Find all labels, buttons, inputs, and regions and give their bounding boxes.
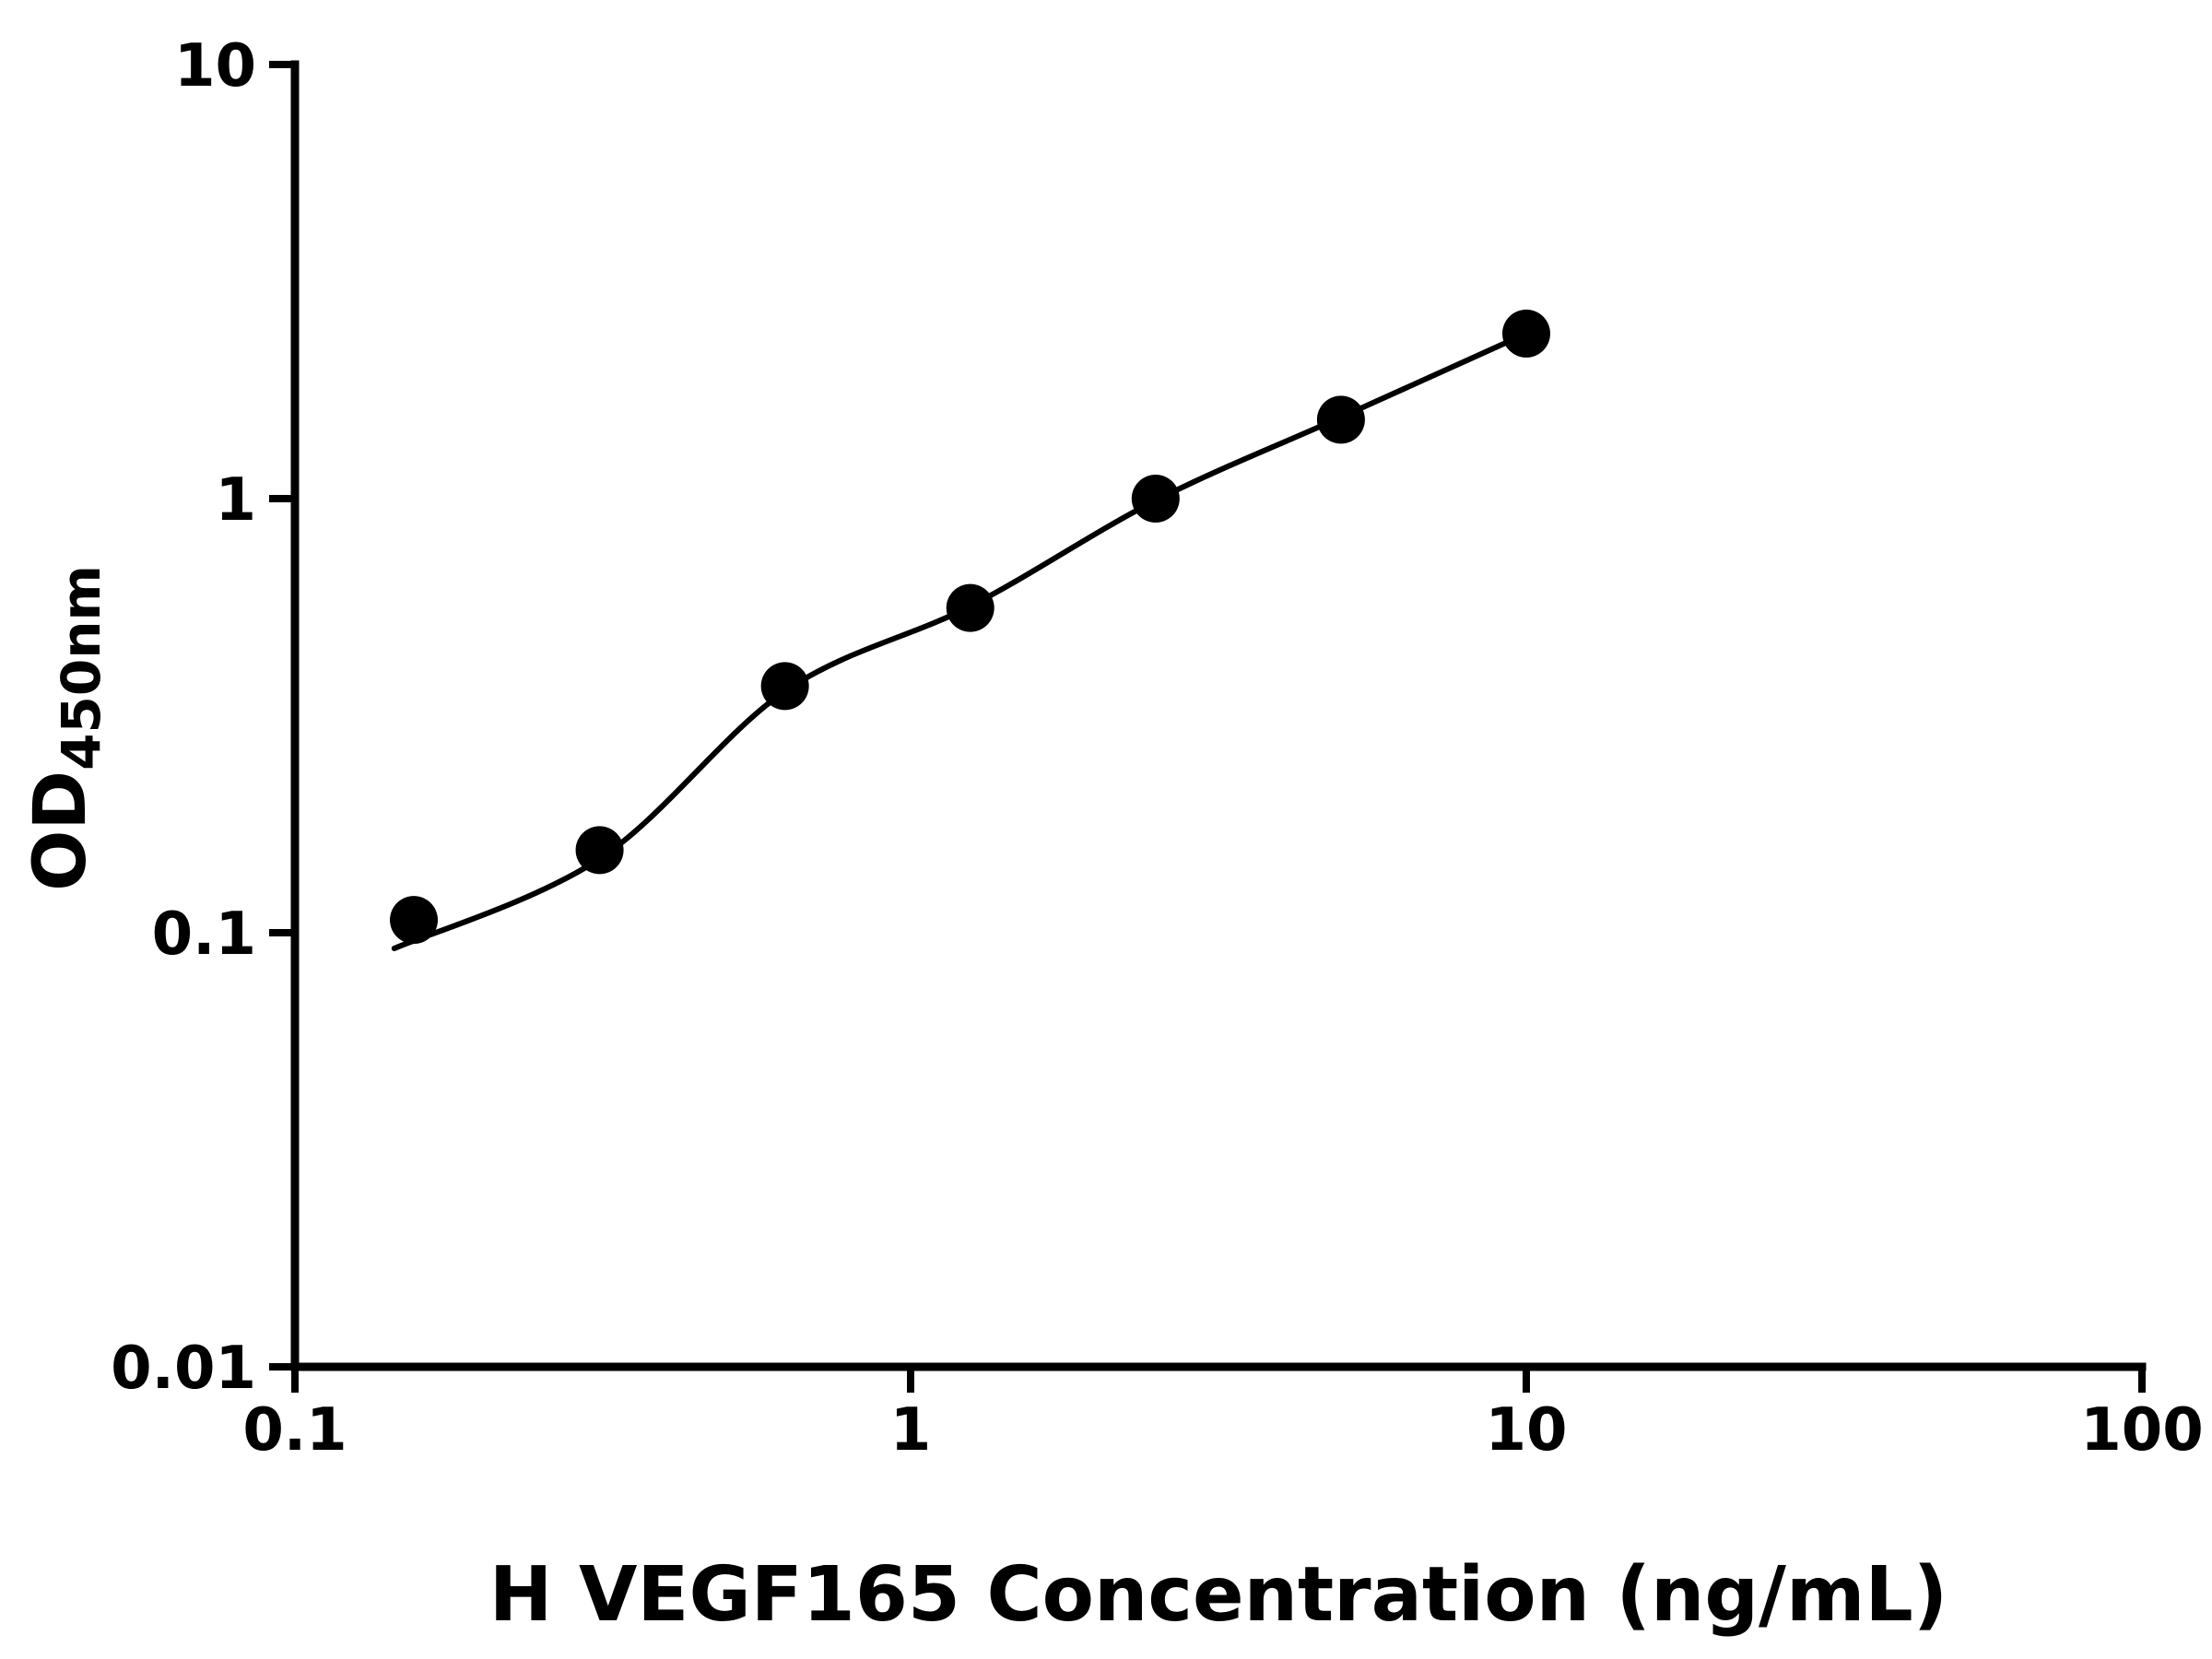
data-point-marker xyxy=(575,826,624,875)
y-axis-title: OD450nm xyxy=(19,565,112,891)
data-point-marker xyxy=(390,896,439,945)
y-tick-label: 1 xyxy=(215,466,256,535)
x-axis-title: H VEGF165 Concentration (ng/mL) xyxy=(489,1551,1947,1639)
y-tick-label: 10 xyxy=(174,32,256,100)
data-point-marker xyxy=(1316,395,1365,444)
y-axis-title-subscript: 450nm xyxy=(50,565,112,771)
data-point-marker xyxy=(946,583,994,632)
x-ticks: 0.1 1 10 100 xyxy=(242,1367,2204,1465)
x-tick-label: 1 xyxy=(890,1396,932,1465)
x-tick-label: 10 xyxy=(1485,1396,1567,1465)
x-tick-label: 0.1 xyxy=(242,1396,347,1465)
data-point-marker xyxy=(1502,309,1550,358)
data-point-marker xyxy=(1131,475,1180,523)
y-tick-label: 0.01 xyxy=(111,1335,256,1403)
y-axis-title-main: OD xyxy=(19,771,102,891)
data-point-marker xyxy=(760,662,809,711)
y-ticks: 0.01 0.1 1 10 xyxy=(111,32,295,1403)
data-points xyxy=(390,309,1550,945)
x-tick-label: 100 xyxy=(2080,1396,2204,1465)
y-tick-label: 0.1 xyxy=(152,900,256,969)
